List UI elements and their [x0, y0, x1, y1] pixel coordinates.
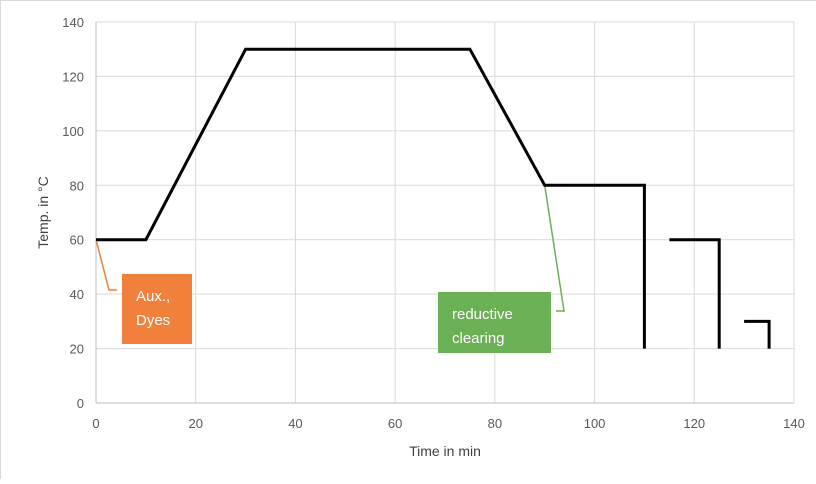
x-tick-label: 100: [584, 416, 606, 431]
y-tick-label: 20: [70, 342, 84, 357]
temperature-segment-1: [96, 47, 646, 349]
y-tick-label: 0: [77, 396, 84, 411]
x-tick-label: 20: [188, 416, 202, 431]
annotations: Aux., Dyes reductive clearing: [122, 274, 551, 353]
x-tick-label: 60: [388, 416, 402, 431]
temperature-segment-2: [669, 238, 721, 349]
x-tick-label: 40: [288, 416, 302, 431]
y-tick-label: 140: [62, 15, 84, 30]
gridlines: [96, 21, 795, 403]
annotation-text-2-2: clearing: [452, 330, 505, 347]
x-tick-label: 80: [488, 416, 502, 431]
y-tick-label: 80: [70, 178, 84, 193]
y-tick-label: 40: [70, 287, 84, 302]
axes: [95, 22, 794, 404]
y-tick-label: 120: [62, 69, 84, 84]
x-axis-title: Time in min: [409, 443, 481, 459]
temperature-segment-3: [744, 319, 771, 349]
x-tick-label: 140: [783, 416, 805, 431]
temperature-profile: [96, 47, 771, 349]
annotation-text-1-2: Dyes: [136, 312, 170, 329]
y-tick-label: 60: [70, 233, 84, 248]
annotation-box-1: [122, 274, 192, 344]
x-tick-label: 0: [92, 416, 99, 431]
annotation-text-1-1: Aux.,: [136, 288, 170, 305]
y-tick-label: 100: [62, 124, 84, 139]
annotation-text-2-1: reductive: [452, 306, 513, 323]
y-axis-title: Temp. in °C: [35, 176, 51, 249]
annotation-leader-2: [543, 185, 565, 312]
tick-labels: 0 20 40 60 80 100 120 140 0 20 40 60 80 100 120 140: [62, 15, 805, 431]
annotation-leader-1: [95, 239, 117, 291]
x-tick-label: 120: [683, 416, 705, 431]
annotation-leaders: [95, 185, 565, 312]
annotation-box-2: [438, 292, 551, 353]
